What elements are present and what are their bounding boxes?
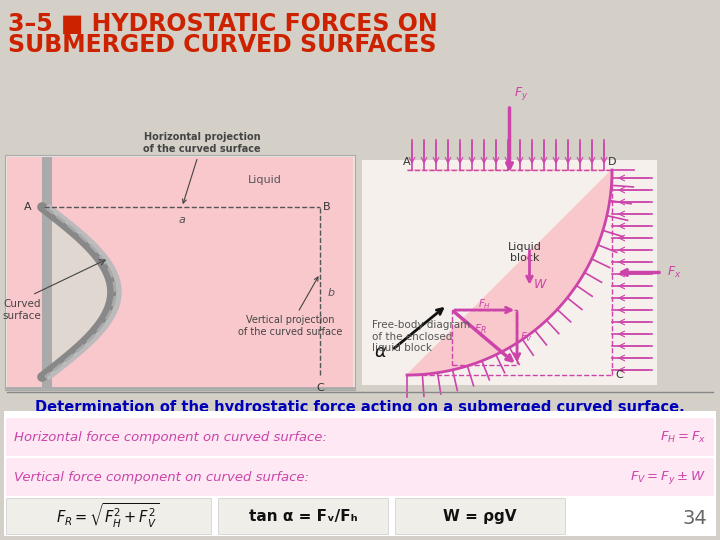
Text: $F_V = F_y \pm W$: $F_V = F_y \pm W$: [630, 469, 706, 485]
Text: C: C: [615, 370, 623, 380]
Text: Horizontal projection
of the curved surface: Horizontal projection of the curved surf…: [143, 132, 261, 203]
Text: $F_x$: $F_x$: [667, 265, 681, 280]
Text: SUBMERGED CURVED SURFACES: SUBMERGED CURVED SURFACES: [8, 33, 436, 57]
Text: $F_H$: $F_H$: [478, 297, 491, 311]
Text: A: A: [24, 202, 32, 212]
Text: Liquid: Liquid: [248, 175, 282, 185]
Text: 34: 34: [683, 509, 707, 528]
Bar: [452, 310, 517, 365]
Bar: [6, 498, 211, 534]
Text: Free-body diagram
of the enclosed
liquid block: Free-body diagram of the enclosed liquid…: [372, 320, 470, 353]
Bar: [362, 160, 657, 385]
Text: Horizontal force component on curved surface:: Horizontal force component on curved sur…: [14, 430, 327, 443]
Text: $F_H = F_x$: $F_H = F_x$: [660, 429, 706, 444]
Text: D: D: [608, 157, 616, 167]
Bar: [395, 498, 565, 534]
Text: A: A: [403, 157, 411, 167]
Text: b: b: [328, 288, 335, 299]
Text: $F_R = \sqrt{F_H^2 + F_V^2}$: $F_R = \sqrt{F_H^2 + F_V^2}$: [56, 502, 160, 530]
Text: 3–5 ■ HYDROSTATIC FORCES ON: 3–5 ■ HYDROSTATIC FORCES ON: [8, 12, 438, 36]
Text: $F_R$: $F_R$: [474, 322, 487, 336]
Bar: [5, 155, 355, 390]
Text: C: C: [316, 383, 324, 393]
Text: $F_y$: $F_y$: [513, 85, 528, 102]
Bar: [6, 458, 714, 496]
Text: Determination of the hydrostatic force acting on a submerged curved surface.: Determination of the hydrostatic force a…: [35, 400, 685, 415]
Bar: [7, 157, 353, 388]
Text: W: W: [534, 278, 546, 291]
Text: Liquid
block: Liquid block: [508, 242, 541, 264]
Text: $F_V$: $F_V$: [520, 330, 534, 345]
Text: tan α = Fᵥ/Fₕ: tan α = Fᵥ/Fₕ: [248, 509, 357, 523]
Text: a: a: [179, 215, 186, 225]
Bar: [4, 411, 716, 536]
Polygon shape: [47, 207, 117, 380]
Text: $\alpha$: $\alpha$: [374, 343, 387, 361]
Bar: [6, 418, 714, 456]
Text: B: B: [323, 202, 330, 212]
Text: Vertical force component on curved surface:: Vertical force component on curved surfa…: [14, 470, 309, 483]
Bar: [218, 498, 388, 534]
Bar: [42, 157, 52, 388]
Polygon shape: [407, 170, 612, 375]
Text: W = ρgV: W = ρgV: [444, 509, 517, 523]
Text: Curved
surface: Curved surface: [3, 299, 41, 321]
Text: Vertical projection
of the curved surface: Vertical projection of the curved surfac…: [238, 277, 342, 337]
